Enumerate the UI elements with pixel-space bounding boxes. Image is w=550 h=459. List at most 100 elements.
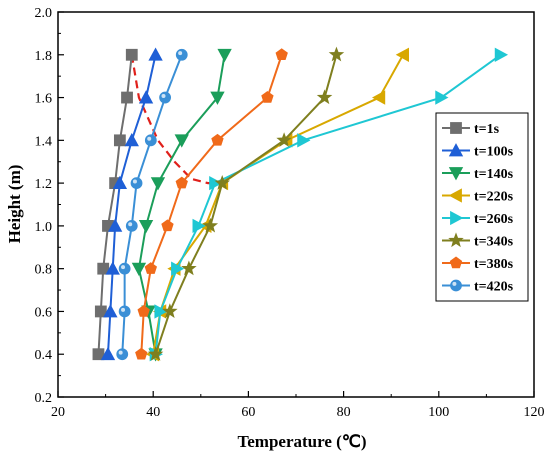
marker-highlight [118,350,123,355]
y-tick-label: 1.6 [35,92,53,107]
data-point [192,218,206,234]
series-layer [92,46,509,362]
legend-label: t=1s [474,122,500,137]
legend: t=1s t=100s t=140s t=220s t=260s t=340s t=380s… [435,112,529,302]
legend-marker [448,188,462,203]
data-point [131,262,147,277]
data-point [137,304,150,317]
data-point [144,134,157,147]
marker-highlight [121,307,126,312]
y-tick-label: 0.8 [35,263,53,278]
y-tick-label: 1.0 [35,220,53,235]
legend-item: t=340s [442,232,514,250]
legend-item: t=100s [442,143,514,160]
legend-label: t=140s [474,167,514,182]
data-point [261,91,274,103]
legend-marker [448,167,464,181]
legend-item: t=260s [442,210,514,227]
data-point [118,305,131,318]
legend-marker [448,232,464,248]
legend-label: t=380s [474,257,514,272]
data-point [297,133,311,148]
y-axis-label: Height (m) [5,165,24,244]
data-point [275,48,288,61]
x-tick-label: 60 [241,405,255,420]
data-point [103,304,118,318]
x-tick-label: 20 [51,405,65,420]
data-point [435,90,449,105]
series-line [152,54,404,355]
data-point [175,48,188,61]
data-point [107,218,123,232]
series-1 [100,47,163,361]
legend-item: t=380s [442,256,514,272]
data-point [181,260,197,276]
data-point [276,132,292,147]
series-line [137,54,226,355]
data-point [202,217,219,233]
legend-box [435,112,529,302]
legend-marker [450,122,462,134]
marker-highlight [147,136,152,141]
x-axis-label: Temperature (℃) [237,432,366,451]
data-point [97,262,110,275]
y-tick-label: 2.0 [35,6,53,21]
data-point [148,47,163,61]
data-point [154,304,168,319]
data-point [395,47,410,62]
marker-highlight [132,179,137,184]
data-point [371,90,386,105]
y-tick-label: 1.8 [35,49,53,64]
marker-highlight [452,281,457,286]
data-point [209,175,223,191]
y-tick-label: 1.2 [35,177,53,192]
series-3 [145,47,410,362]
data-point [100,346,116,361]
series-7 [116,48,188,361]
data-point [124,132,139,147]
series-4 [149,47,509,362]
x-tick-label: 80 [337,405,351,420]
marker-highlight [121,265,126,270]
data-point [118,262,131,275]
marker-highlight [128,222,133,227]
data-point [214,174,230,190]
data-point [494,47,509,62]
data-point [113,134,126,147]
y-tick-label: 0.6 [35,305,53,320]
legend-marker [450,279,462,292]
data-point [147,346,164,361]
x-tick-label: 120 [524,405,545,420]
data-point [175,176,188,189]
data-point [125,48,138,61]
legend-label: t=420s [474,280,514,295]
legend-label: t=220s [474,190,514,205]
data-point [174,134,189,148]
data-point [138,219,154,234]
data-point [116,348,129,361]
y-tick-label: 0.2 [35,391,53,406]
y-tick-label: 0.4 [35,348,53,363]
data-point [138,90,154,104]
x-tick-label: 40 [146,405,160,420]
series-line [154,54,338,355]
legend-item: t=420s [442,280,514,295]
annotation-dashed-curve [130,54,223,185]
series-line [106,54,157,355]
data-point [94,305,107,318]
data-point [161,219,174,232]
legend-label: t=260s [474,212,514,227]
series-6 [135,48,288,360]
marker-highlight [161,93,166,98]
legend-label: t=100s [474,145,514,160]
data-point [125,219,138,232]
x-tick-label: 100 [428,405,449,420]
data-point [130,177,143,190]
data-point [328,46,345,62]
data-point [121,91,133,104]
data-point [112,175,128,190]
legend-marker [448,143,464,157]
series-line [97,54,133,355]
legend-marker [450,210,464,226]
